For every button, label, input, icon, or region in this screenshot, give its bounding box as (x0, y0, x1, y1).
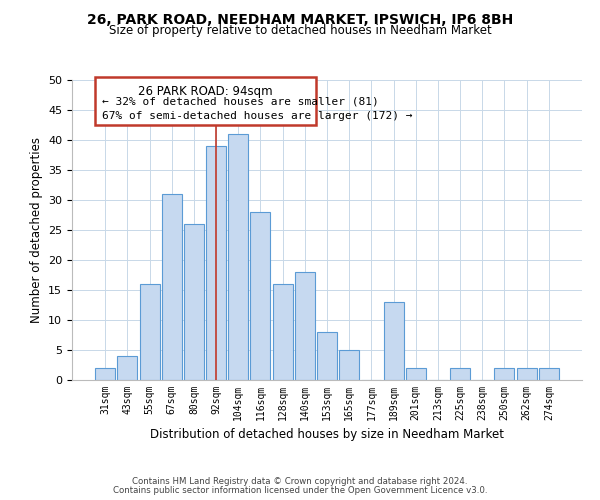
Bar (317, 332, 337, 380)
Bar (118, 356, 137, 380)
Text: Contains public sector information licensed under the Open Government Licence v3: Contains public sector information licen… (113, 486, 487, 495)
Bar (339, 350, 359, 380)
Bar (494, 368, 514, 380)
Bar (450, 368, 470, 380)
Text: 26 PARK ROAD: 94sqm: 26 PARK ROAD: 94sqm (138, 85, 273, 98)
Bar (383, 302, 404, 380)
Text: 26, PARK ROAD, NEEDHAM MARKET, IPSWICH, IP6 8BH: 26, PARK ROAD, NEEDHAM MARKET, IPSWICH, … (87, 12, 513, 26)
Bar (140, 284, 160, 380)
Bar (95, 368, 115, 380)
Bar (272, 284, 293, 380)
Bar (95, 77, 316, 125)
Bar (184, 224, 204, 380)
Y-axis label: Number of detached properties: Number of detached properties (29, 137, 43, 323)
Text: Contains HM Land Registry data © Crown copyright and database right 2024.: Contains HM Land Registry data © Crown c… (132, 477, 468, 486)
X-axis label: Distribution of detached houses by size in Needham Market: Distribution of detached houses by size … (150, 428, 504, 442)
Bar (250, 212, 271, 380)
Bar (162, 194, 182, 380)
Bar (228, 134, 248, 380)
Bar (295, 272, 315, 380)
Text: Size of property relative to detached houses in Needham Market: Size of property relative to detached ho… (109, 24, 491, 37)
Bar (517, 368, 536, 380)
Bar (206, 146, 226, 380)
Text: 67% of semi-detached houses are larger (172) →: 67% of semi-detached houses are larger (… (102, 111, 412, 121)
Bar (406, 368, 426, 380)
Bar (539, 368, 559, 380)
Text: ← 32% of detached houses are smaller (81): ← 32% of detached houses are smaller (81… (102, 97, 379, 107)
